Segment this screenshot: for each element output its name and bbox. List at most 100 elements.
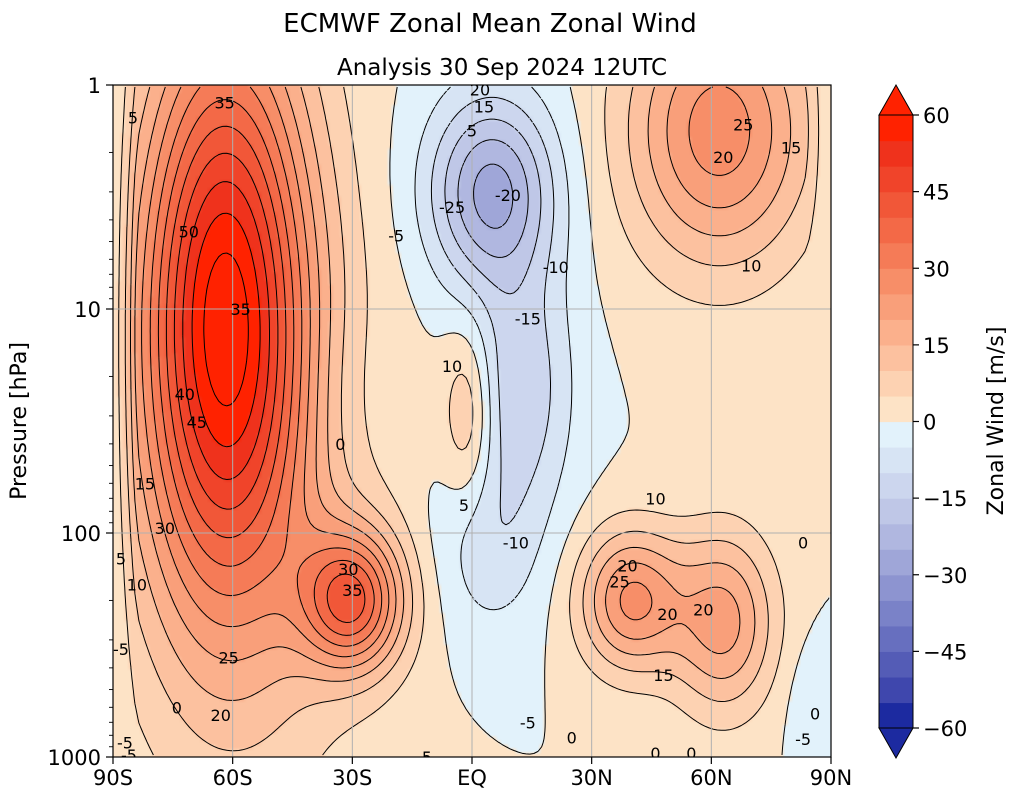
- contour-line-neg15: [444, 118, 542, 295]
- contour-line-35: [157, 99, 375, 636]
- contour-line-neg5: [414, 86, 573, 611]
- contour-line-5: [118, 86, 820, 756]
- contour-line-10: [124, 86, 809, 752]
- colorbar-tick-label: 0: [923, 411, 936, 435]
- contour-label: -5: [388, 227, 404, 246]
- colorbar-swatch: [879, 115, 913, 142]
- contour-line-60: [203, 252, 249, 407]
- colorbar-swatch: [879, 447, 913, 474]
- x-tick-label: 60S: [213, 766, 253, 790]
- colorbar-swatch: [879, 625, 913, 652]
- contour-label: -5: [121, 746, 137, 765]
- contour-label: 0: [650, 744, 660, 763]
- colorbar-extend-max: [878, 83, 914, 116]
- colorbar-swatch: [879, 370, 913, 397]
- colorbar-swatch: [879, 166, 913, 193]
- colorbar-swatch: [879, 472, 913, 499]
- contour-line-50: [182, 181, 270, 480]
- colorbar-swatch: [879, 217, 913, 244]
- contour-label: 10: [442, 357, 462, 376]
- contour-line-25: [141, 86, 751, 658]
- colorbar-swatch: [879, 574, 913, 601]
- contour-label: 15: [781, 138, 801, 157]
- contour-label: 20: [693, 601, 713, 620]
- contour-label: -25: [439, 198, 465, 217]
- contour-line-45: [173, 152, 279, 510]
- colorbar: 60 45 30 15 0 −15 −30 −45 −60: [878, 83, 967, 760]
- colorbar-swatch: [879, 344, 913, 372]
- contour-label: 10: [127, 576, 147, 595]
- plot-area: 355503540451530510303525200-5-5-520155-2…: [112, 81, 832, 765]
- contour-label: 5: [459, 496, 469, 515]
- colorbar-tick-label: 30: [923, 257, 950, 281]
- contour-label: 0: [567, 729, 577, 748]
- contour-label: -5: [795, 730, 811, 749]
- contour-line-0: [389, 86, 830, 756]
- contour-label: 25: [218, 649, 238, 668]
- x-axis: 90S 60S 30S EQ 30N 60N 90N: [93, 757, 852, 790]
- contour-label: 5: [467, 122, 477, 141]
- contour-lines: [118, 86, 830, 756]
- y-tick-label: 10: [74, 298, 101, 322]
- contour-label: -10: [543, 258, 569, 277]
- contour-label: 20: [211, 706, 231, 725]
- contour-label: 20: [470, 81, 490, 100]
- colorbar-swatch: [879, 702, 913, 729]
- contour-label: 5: [116, 550, 126, 569]
- x-tick-label: 60N: [690, 766, 732, 790]
- colorbar-label: Zonal Wind [m/s]: [984, 327, 1009, 516]
- colorbar-swatch: [879, 395, 913, 423]
- colorbar-swatch: [879, 268, 913, 295]
- contour-label: 50: [179, 222, 199, 241]
- contour-label: 0: [172, 698, 182, 717]
- colorbar-tick-label: 45: [923, 181, 950, 205]
- contour-label: -15: [515, 309, 541, 328]
- colorbar-swatch: [879, 191, 913, 218]
- contour-line-neg25: [473, 163, 514, 229]
- contour-line-15: [130, 86, 792, 701]
- contour-label: -20: [495, 186, 521, 205]
- contour-label: 35: [230, 300, 250, 319]
- contour-label: 15: [135, 474, 155, 493]
- x-tick-label: 90N: [810, 766, 852, 790]
- colorbar-tick-label: −30: [923, 564, 967, 588]
- colorbar-tick-label: −60: [923, 717, 967, 741]
- contour-label: -5: [117, 733, 133, 752]
- y-axis-label: Pressure [hPa]: [7, 342, 32, 500]
- colorbar-extend-min: [878, 727, 914, 760]
- colorbar-swatch: [879, 523, 913, 550]
- contour-label: 35: [215, 94, 235, 113]
- contour-label: 0: [798, 533, 808, 552]
- contour-label: 45: [187, 413, 207, 432]
- colorbar-tick-label: −15: [923, 487, 967, 511]
- y-tick-label: 1000: [48, 746, 101, 770]
- contour-label: 15: [653, 666, 673, 685]
- contour-line-20: [134, 86, 773, 669]
- contour-label: 10: [741, 257, 761, 276]
- chart-subtitle: Analysis 30 Sep 2024 12UTC: [337, 55, 667, 81]
- colorbar-swatch: [879, 293, 913, 320]
- x-tick-label: 90S: [93, 766, 133, 790]
- contour-label: 20: [713, 148, 733, 167]
- contour-label: 25: [609, 573, 629, 592]
- x-tick-label: 30N: [570, 766, 612, 790]
- contour-label: 30: [338, 560, 358, 579]
- colorbar-swatch: [879, 676, 913, 704]
- y-axis: 1 10 100 1000: [48, 74, 113, 770]
- colorbar-swatch: [879, 600, 913, 627]
- colorbar-swatch: [879, 242, 913, 269]
- x-tick-label: 30S: [332, 766, 372, 790]
- contour-label: 0: [335, 435, 345, 454]
- colorbar-swatch: [879, 498, 913, 525]
- y-tick-label: 1: [88, 74, 101, 98]
- contour-label: 20: [657, 605, 677, 624]
- contour-label: 5: [128, 109, 138, 128]
- colorbar-swatch: [879, 421, 913, 448]
- x-tick-label: EQ: [457, 766, 487, 790]
- contour-label: -5: [520, 713, 536, 732]
- contour-line-neg10: [430, 96, 555, 526]
- contour-label: 30: [155, 519, 175, 538]
- contour-line-55: [191, 212, 261, 448]
- colorbar-swatch: [879, 549, 913, 576]
- contour-label: 0: [686, 744, 696, 763]
